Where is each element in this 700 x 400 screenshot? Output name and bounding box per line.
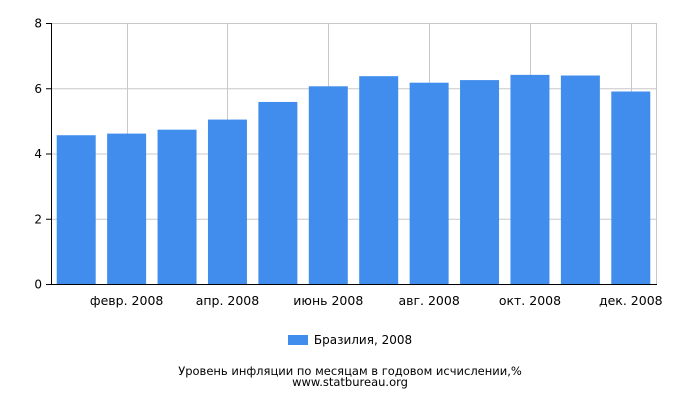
bar [460, 80, 500, 284]
tick-labels: 0 2 4 6 8 февр. 2008 апр. 2008 июнь 2008 авг. 20… [34, 17, 662, 309]
x-tick-label: окт. 2008 [499, 293, 561, 308]
legend: Бразилия, 2008 [0, 333, 700, 347]
bar [611, 91, 651, 284]
bar [107, 133, 147, 284]
y-tick-label: 6 [34, 82, 42, 96]
bar [258, 101, 298, 284]
bar [56, 135, 96, 284]
bar [207, 119, 247, 284]
bar [359, 76, 399, 285]
legend-label: Бразилия, 2008 [313, 333, 413, 347]
legend-swatch [287, 335, 308, 345]
chart-title: Уровень инфляции по месяцам в годовом ис… [178, 364, 522, 378]
axes [46, 23, 657, 285]
y-tick-label: 8 [34, 17, 42, 31]
y-tick-label: 4 [34, 147, 42, 161]
x-tick-label: апр. 2008 [196, 293, 260, 308]
x-tick-label: февр. 2008 [90, 293, 163, 308]
y-tick-label: 2 [34, 212, 42, 226]
source-credit: www.statbureau.org [292, 375, 408, 389]
y-tick-label: 0 [34, 278, 42, 292]
bars [56, 74, 651, 285]
x-tick-label: дек. 2008 [599, 293, 663, 308]
bar [560, 75, 600, 285]
bar [157, 129, 197, 284]
bar [409, 82, 449, 284]
bar [510, 74, 550, 284]
x-tick-label: авг. 2008 [398, 293, 459, 308]
bar [308, 86, 348, 284]
x-tick-label: июнь 2008 [293, 293, 363, 308]
